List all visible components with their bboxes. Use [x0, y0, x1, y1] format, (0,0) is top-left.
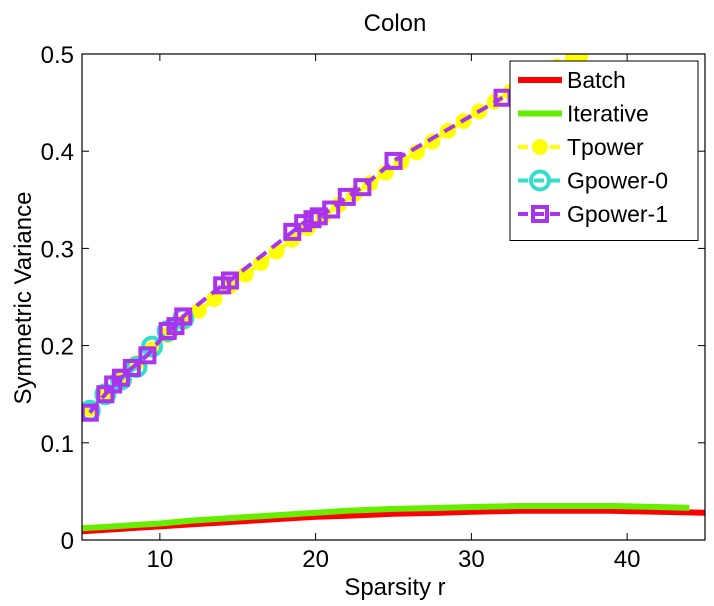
axes-box [81, 53, 706, 541]
x-tick-label: 30 [458, 546, 485, 573]
x-axis-label: Sparsity r [344, 574, 445, 601]
series-iterative [82, 503, 690, 532]
data-point-gpower-1 [337, 187, 356, 206]
data-point-gpower-1 [384, 151, 403, 170]
legend-label-iterative: Iterative [567, 101, 649, 127]
series-line-batch [82, 507, 705, 535]
ticks: 10 20 30 40 0 0.1 0.2 0.3 0.4 0.5 [41, 42, 705, 573]
y-tick-label: 0.5 [41, 42, 74, 69]
legend-label-batch: Batch [567, 67, 626, 93]
legend-label-gpower-1: Gpower-1 [567, 201, 668, 227]
y-tick-label: 0.4 [41, 139, 74, 166]
legend: Batch Iterative Tpower Gpower-0 Gpower-1 [509, 60, 699, 241]
data-point-gpower-1 [353, 178, 372, 197]
series-batch [82, 507, 705, 535]
data-point-gpower-1 [138, 346, 157, 365]
data-point-gpower-1 [82, 403, 99, 422]
series-gpower-1 [82, 88, 512, 422]
data-point-gpower-1 [322, 200, 341, 219]
y-tick-label: 0.1 [41, 431, 74, 458]
y-tick-label: 0 [61, 528, 74, 555]
series-line-iterative [82, 503, 690, 532]
x-tick-label: 20 [302, 546, 329, 573]
legend-label-gpower-0: Gpower-0 [567, 168, 668, 194]
y-tick-label: 0.3 [41, 236, 74, 263]
x-tick-label: 40 [614, 546, 641, 573]
y-tick-label: 0.2 [41, 334, 74, 361]
data-point-gpower-1 [122, 358, 141, 377]
legend-marker-tpower [532, 139, 548, 155]
y-axis-label: Symmetric Variance [10, 192, 37, 405]
series-line-gpower-1 [88, 95, 504, 414]
chart-title: Colon [364, 10, 427, 37]
legend-label-tpower: Tpower [567, 134, 644, 160]
data-point-gpower-1 [111, 368, 130, 387]
legend-marker-gpower-0 [529, 169, 551, 192]
data-point-gpower-1 [220, 271, 239, 290]
x-tick-label: 10 [147, 546, 174, 573]
data-point-gpower-1 [174, 307, 193, 326]
legend-marker-gpower-1 [531, 205, 549, 223]
